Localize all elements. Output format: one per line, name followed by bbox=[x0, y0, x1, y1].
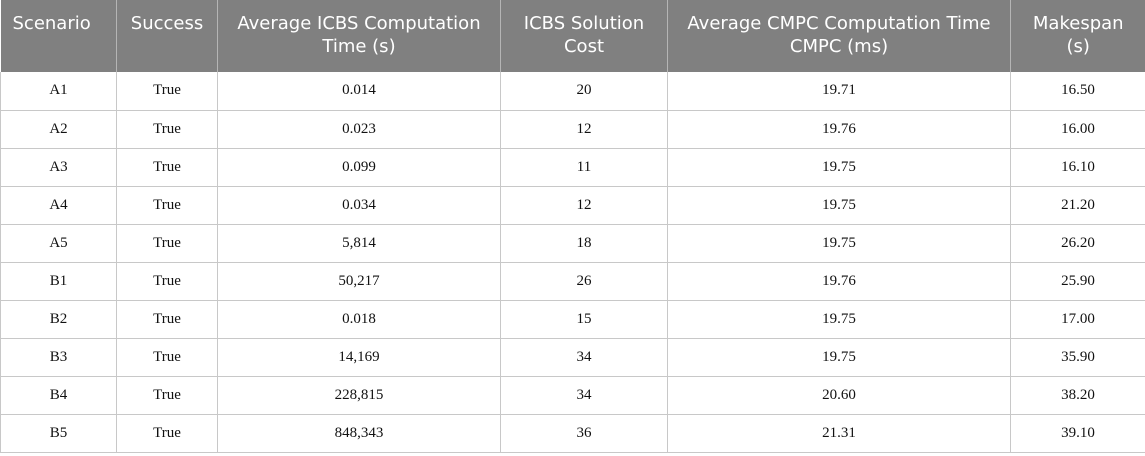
cell-cmpc-time: 19.75 bbox=[667, 186, 1011, 225]
cell-scenario: B1 bbox=[0, 262, 117, 301]
header-cmpc-time: Average CMPC Computation Time CMPC (ms) bbox=[667, 0, 1011, 72]
cell-success: True bbox=[116, 72, 218, 111]
cell-scenario: A4 bbox=[0, 186, 117, 225]
cell-icbs-cost: 12 bbox=[500, 110, 668, 149]
table-row: B3 True 14,169 34 19.75 35.90 bbox=[0, 338, 1145, 377]
cell-icbs-time: 0.014 bbox=[217, 72, 501, 111]
cell-icbs-cost: 11 bbox=[500, 148, 668, 187]
cell-makespan: 39.10 bbox=[1010, 414, 1145, 453]
table-row: A4 True 0.034 12 19.75 21.20 bbox=[0, 186, 1145, 225]
cell-icbs-time: 14,169 bbox=[217, 338, 501, 377]
cell-icbs-cost: 34 bbox=[500, 376, 668, 415]
cell-scenario: B4 bbox=[0, 376, 117, 415]
cell-success: True bbox=[116, 148, 218, 187]
cell-success: True bbox=[116, 338, 218, 377]
cell-makespan: 16.00 bbox=[1010, 110, 1145, 149]
cell-success: True bbox=[116, 110, 218, 149]
cell-scenario: A5 bbox=[0, 224, 117, 263]
table-row: A3 True 0.099 11 19.75 16.10 bbox=[0, 148, 1145, 187]
cell-icbs-time: 228,815 bbox=[217, 376, 501, 415]
table-row: B1 True 50,217 26 19.76 25.90 bbox=[0, 262, 1145, 301]
table-row: B4 True 228,815 34 20.60 38.20 bbox=[0, 376, 1145, 415]
table-row: A1 True 0.014 20 19.71 16.50 bbox=[0, 72, 1145, 111]
cell-cmpc-time: 19.75 bbox=[667, 148, 1011, 187]
cell-scenario: A1 bbox=[0, 72, 117, 111]
header-icbs-time: Average ICBS Computation Time (s) bbox=[217, 0, 501, 72]
cell-makespan: 16.10 bbox=[1010, 148, 1145, 187]
table-row: B2 True 0.018 15 19.75 17.00 bbox=[0, 300, 1145, 339]
cell-success: True bbox=[116, 376, 218, 415]
header-makespan: Makespan (s) bbox=[1010, 0, 1145, 72]
cell-success: True bbox=[116, 186, 218, 225]
cell-icbs-time: 5,814 bbox=[217, 224, 501, 263]
cell-cmpc-time: 19.71 bbox=[667, 72, 1011, 111]
cell-icbs-cost: 15 bbox=[500, 300, 668, 339]
cell-icbs-time: 0.099 bbox=[217, 148, 501, 187]
cell-scenario: B5 bbox=[0, 414, 117, 453]
table-row: A2 True 0.023 12 19.76 16.00 bbox=[0, 110, 1145, 149]
header-success: Success bbox=[116, 0, 218, 72]
cell-icbs-cost: 34 bbox=[500, 338, 668, 377]
cell-makespan: 17.00 bbox=[1010, 300, 1145, 339]
cell-cmpc-time: 19.76 bbox=[667, 262, 1011, 301]
cell-makespan: 35.90 bbox=[1010, 338, 1145, 377]
table-header: Scenario Success Average ICBS Computatio… bbox=[0, 0, 1145, 72]
table-row: B5 True 848,343 36 21.31 39.10 bbox=[0, 414, 1145, 453]
cell-makespan: 38.20 bbox=[1010, 376, 1145, 415]
cell-makespan: 25.90 bbox=[1010, 262, 1145, 301]
cell-icbs-time: 0.023 bbox=[217, 110, 501, 149]
table-body: A1 True 0.014 20 19.71 16.50 A2 True 0.023 12 19.7… bbox=[0, 72, 1145, 453]
cell-icbs-cost: 36 bbox=[500, 414, 668, 453]
header-row: Scenario Success Average ICBS Computatio… bbox=[0, 0, 1145, 72]
cell-scenario: A3 bbox=[0, 148, 117, 187]
cell-success: True bbox=[116, 300, 218, 339]
cell-scenario: B3 bbox=[0, 338, 117, 377]
cell-scenario: A2 bbox=[0, 110, 117, 149]
cell-makespan: 26.20 bbox=[1010, 224, 1145, 263]
cell-cmpc-time: 19.75 bbox=[667, 338, 1011, 377]
cell-icbs-time: 0.018 bbox=[217, 300, 501, 339]
cell-success: True bbox=[116, 262, 218, 301]
cell-cmpc-time: 19.76 bbox=[667, 110, 1011, 149]
cell-success: True bbox=[116, 224, 218, 263]
cell-icbs-time: 0.034 bbox=[217, 186, 501, 225]
header-scenario: Scenario bbox=[0, 0, 117, 72]
cell-cmpc-time: 19.75 bbox=[667, 224, 1011, 263]
table-row: A5 True 5,814 18 19.75 26.20 bbox=[0, 224, 1145, 263]
cell-icbs-time: 848,343 bbox=[217, 414, 501, 453]
cell-makespan: 16.50 bbox=[1010, 72, 1145, 111]
cell-cmpc-time: 21.31 bbox=[667, 414, 1011, 453]
cell-icbs-cost: 26 bbox=[500, 262, 668, 301]
cell-icbs-cost: 18 bbox=[500, 224, 668, 263]
cell-icbs-cost: 20 bbox=[500, 72, 668, 111]
cell-makespan: 21.20 bbox=[1010, 186, 1145, 225]
cell-cmpc-time: 19.75 bbox=[667, 300, 1011, 339]
cell-scenario: B2 bbox=[0, 300, 117, 339]
cell-icbs-cost: 12 bbox=[500, 186, 668, 225]
cell-cmpc-time: 20.60 bbox=[667, 376, 1011, 415]
header-icbs-cost: ICBS Solution Cost bbox=[500, 0, 668, 72]
cell-success: True bbox=[116, 414, 218, 453]
cell-icbs-time: 50,217 bbox=[217, 262, 501, 301]
